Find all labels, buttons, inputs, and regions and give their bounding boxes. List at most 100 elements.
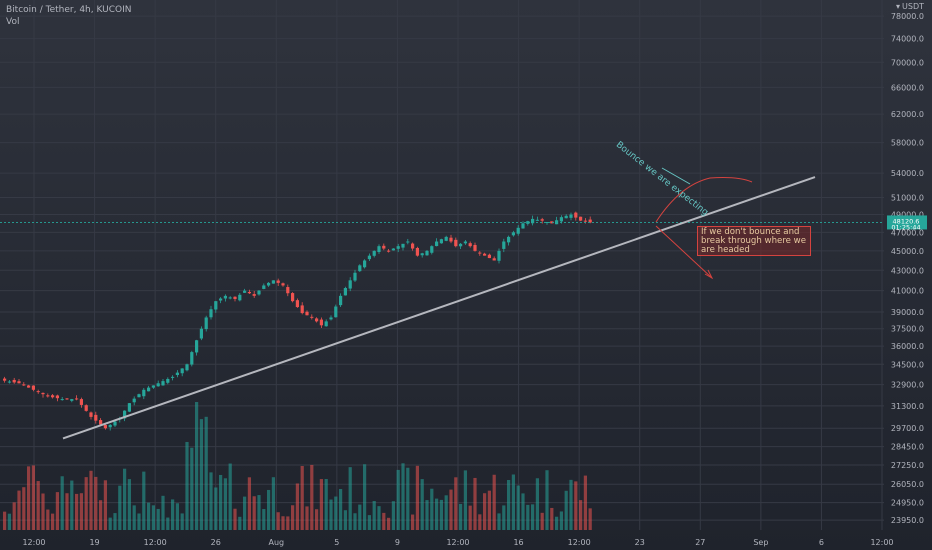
volume-bar — [295, 483, 299, 530]
candle-body — [343, 288, 347, 296]
volume-indicator-label[interactable]: Vol — [6, 17, 20, 27]
volume-bar — [574, 481, 578, 530]
candle-body — [127, 403, 131, 412]
volume-bar — [502, 505, 506, 530]
candle-body — [103, 425, 107, 429]
volume-bar — [478, 514, 482, 530]
volume-bar — [219, 474, 223, 530]
candle-body — [579, 216, 583, 221]
volume-bar — [75, 493, 79, 530]
volume-bar — [377, 506, 381, 530]
volume-bar — [367, 515, 371, 530]
trendline — [62, 176, 816, 440]
time-tick-label: Sep — [753, 538, 768, 547]
volume-bar — [156, 508, 160, 530]
volume-bar — [175, 503, 179, 530]
volume-bar — [65, 493, 69, 530]
volume-bar — [252, 496, 256, 530]
candle-body — [300, 305, 304, 314]
candle-body — [535, 219, 539, 221]
candle-body — [31, 385, 35, 390]
volume-bar — [329, 499, 333, 530]
volume-bar — [99, 500, 103, 530]
candle-body — [199, 328, 203, 339]
volume-bar — [151, 505, 155, 530]
volume-bar — [555, 516, 559, 530]
volume-bar — [334, 496, 338, 530]
volume-bar — [497, 513, 501, 530]
volume-bar — [27, 466, 31, 530]
time-tick-label: Aug — [268, 538, 284, 547]
candle-body — [319, 319, 323, 326]
volume-bar — [262, 509, 266, 530]
candle-body — [132, 398, 136, 403]
breakdown-arrow-head — [704, 269, 714, 280]
price-tick-label: 45000.0 — [891, 247, 924, 256]
volume-bar — [459, 503, 463, 530]
volume-bar — [84, 477, 88, 530]
volume-bar — [214, 487, 218, 530]
candle-body — [348, 280, 352, 289]
candle-body — [372, 250, 376, 256]
volume-bar — [358, 504, 362, 530]
candle-body — [329, 317, 333, 320]
volume-bar — [123, 468, 127, 530]
volume-bar — [454, 477, 458, 530]
volume-bar — [3, 511, 7, 530]
candle-body — [89, 412, 93, 417]
volume-bar — [267, 489, 271, 530]
volume-bar — [535, 478, 539, 530]
volume-bar — [103, 480, 107, 530]
candle-body — [540, 219, 544, 221]
volume-bar — [195, 402, 199, 530]
candle-body — [454, 239, 458, 247]
volume-bar — [228, 463, 232, 530]
candle-body — [46, 395, 50, 397]
volume-bar — [353, 513, 357, 530]
candle-body — [113, 421, 117, 426]
price-tick-label: 66000.0 — [891, 83, 924, 92]
currency-selector[interactable]: ▾ USDT — [896, 2, 924, 11]
candle-body — [75, 398, 79, 400]
volume-bar — [444, 495, 448, 530]
candle-body — [487, 254, 491, 259]
price-tick-label: 39000.0 — [891, 308, 924, 317]
volume-bar — [70, 480, 74, 530]
volume-bar — [276, 512, 280, 530]
candle-body — [247, 291, 251, 294]
volume-bar — [411, 514, 415, 530]
price-tick-label: 78000.0 — [891, 12, 924, 21]
candle-body — [17, 381, 21, 384]
candle-body — [531, 218, 535, 224]
volume-bar — [118, 485, 122, 530]
volume-bar — [305, 506, 309, 530]
volume-bar — [343, 510, 347, 530]
volume-bar — [387, 517, 391, 530]
volume-bar — [559, 511, 563, 530]
volume-bar — [7, 513, 11, 530]
candle-body — [55, 395, 59, 399]
candle-body — [473, 244, 477, 251]
currency-label: USDT — [902, 2, 924, 11]
candle-body — [406, 241, 410, 243]
candle-body — [7, 381, 11, 383]
candle-body — [108, 424, 112, 428]
symbol-title[interactable]: Bitcoin / Tether, 4h, KUCOIN — [6, 5, 132, 15]
breakdown-arrow — [655, 225, 713, 279]
candle-body — [502, 241, 506, 249]
price-tick-label: 51000.0 — [891, 193, 924, 202]
volume-bar — [12, 502, 16, 530]
candle-body — [94, 414, 98, 421]
volume-bar — [545, 470, 549, 530]
volume-bar — [415, 465, 419, 530]
breakdown-annotation: If we don't bounce and break through whe… — [697, 226, 811, 256]
candle-body — [420, 253, 424, 256]
candle-body — [559, 217, 563, 222]
candle-body — [483, 253, 487, 256]
volume-bar — [507, 480, 511, 530]
candle-body — [569, 214, 573, 218]
volume-bar — [166, 517, 170, 530]
volume-bar — [473, 477, 477, 530]
candle-body — [387, 250, 391, 252]
volume-bar — [420, 479, 424, 530]
